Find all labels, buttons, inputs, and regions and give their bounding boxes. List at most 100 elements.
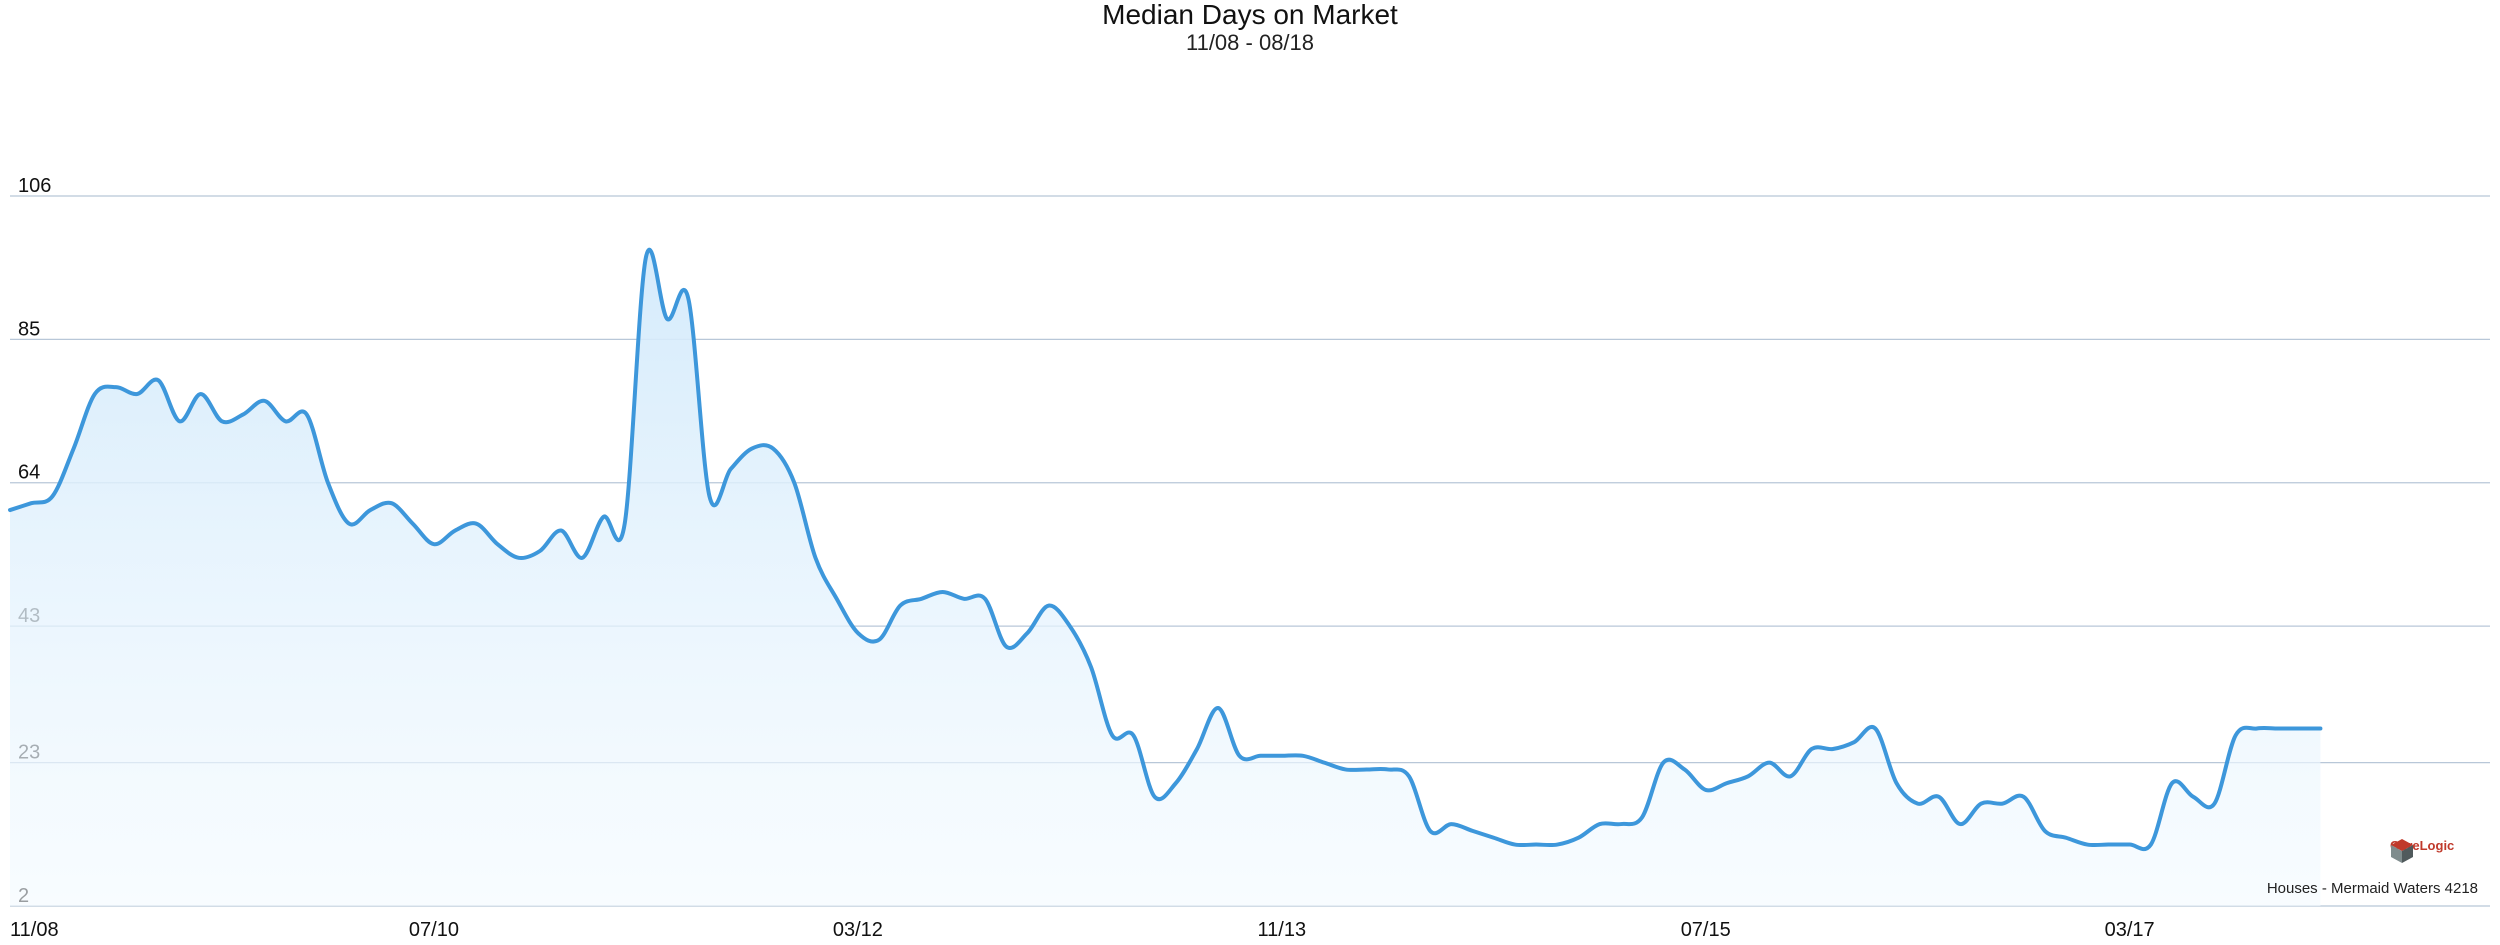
data-point (1174, 781, 1178, 785)
data-point (729, 467, 733, 471)
data-point (580, 556, 584, 560)
data-point (305, 412, 309, 416)
data-point (411, 522, 415, 526)
y-tick-label: 106 (18, 175, 51, 197)
data-point (707, 494, 711, 498)
data-point (29, 501, 33, 505)
data-point (2128, 843, 2132, 847)
cube-icon (2391, 839, 2413, 863)
data-point (2000, 802, 2004, 806)
data-point (2064, 836, 2068, 840)
x-tick-label: 03/12 (833, 919, 883, 941)
data-point (1937, 795, 1941, 799)
data-point (8, 508, 12, 512)
data-point (1598, 822, 1602, 826)
data-point (1619, 822, 1623, 826)
chart-title: Median Days on Market (1102, 0, 1398, 30)
data-point (1280, 754, 1284, 758)
data-point (156, 378, 160, 382)
data-point (686, 296, 690, 300)
data-point (856, 631, 860, 635)
series-area (10, 249, 2321, 907)
data-point (390, 501, 394, 505)
data-point (1640, 815, 1644, 819)
data-point (1492, 836, 1496, 840)
data-point (50, 494, 54, 498)
data-point (919, 597, 923, 601)
series-line (8, 247, 2323, 852)
data-point (1343, 767, 1347, 771)
data-point (1195, 747, 1199, 751)
x-tick-label: 03/17 (2105, 919, 2155, 941)
data-point (1047, 604, 1051, 608)
data-point (496, 542, 500, 546)
data-point (1958, 822, 1962, 826)
data-point (517, 556, 521, 560)
data-point (72, 447, 76, 451)
data-point (2297, 727, 2301, 731)
data-point (178, 419, 182, 423)
data-point (1407, 774, 1411, 778)
data-point (1683, 767, 1687, 771)
data-point (1555, 843, 1559, 847)
data-point (2170, 781, 2174, 785)
data-point (1831, 747, 1835, 751)
data-point (114, 385, 118, 389)
data-point (432, 542, 436, 546)
data-point (2318, 727, 2322, 731)
data-point (898, 604, 902, 608)
x-tick-label: 11/08 (10, 919, 59, 941)
data-point (1979, 802, 1983, 806)
y-tick-label: 85 (18, 318, 40, 340)
data-point (602, 515, 606, 519)
data-point (93, 392, 97, 396)
data-point (1767, 761, 1771, 765)
data-point (1131, 733, 1135, 737)
data-point (1216, 706, 1220, 710)
data-point (941, 590, 945, 594)
data-point (1301, 754, 1305, 758)
data-point (368, 508, 372, 512)
data-point (1004, 645, 1008, 649)
data-point (983, 597, 987, 601)
chart-subtitle: 11/08 - 08/18 (1185, 30, 1315, 55)
x-tick-label: 07/10 (409, 919, 459, 941)
data-point (1068, 624, 1072, 628)
data-point (347, 522, 351, 526)
data-point (1746, 774, 1750, 778)
corelogic-logo: CoreLogic (2390, 838, 2454, 863)
data-point (538, 549, 542, 553)
data-point (1449, 822, 1453, 826)
data-point (792, 481, 796, 485)
data-point (2149, 843, 2153, 847)
data-point (453, 529, 457, 533)
data-point (2085, 843, 2089, 847)
data-point (771, 447, 775, 451)
data-point (220, 419, 224, 423)
data-point (1810, 747, 1814, 751)
data-point (750, 447, 754, 451)
x-axis: 11/08 07/10 03/12 11/13 07/15 03/17 (10, 919, 2155, 941)
data-point (1873, 727, 1877, 731)
data-point (1704, 788, 1708, 792)
data-point (1725, 781, 1729, 785)
data-point (1661, 761, 1665, 765)
data-point (1322, 761, 1326, 765)
data-point (326, 481, 330, 485)
data-point (1153, 795, 1157, 799)
data-point (284, 419, 288, 423)
data-point (1852, 740, 1856, 744)
data-point (1386, 767, 1390, 771)
data-point (665, 317, 669, 321)
x-tick-label: 07/15 (1681, 919, 1731, 941)
y-tick-label: 64 (18, 462, 40, 484)
data-point (135, 392, 139, 396)
data-point (474, 522, 478, 526)
data-point (813, 556, 817, 560)
data-point (2191, 795, 2195, 799)
chart-caption: Houses - Mermaid Waters 4218 (2266, 880, 2478, 897)
data-point (1894, 781, 1898, 785)
data-point (2276, 727, 2280, 731)
data-point (2234, 733, 2238, 737)
